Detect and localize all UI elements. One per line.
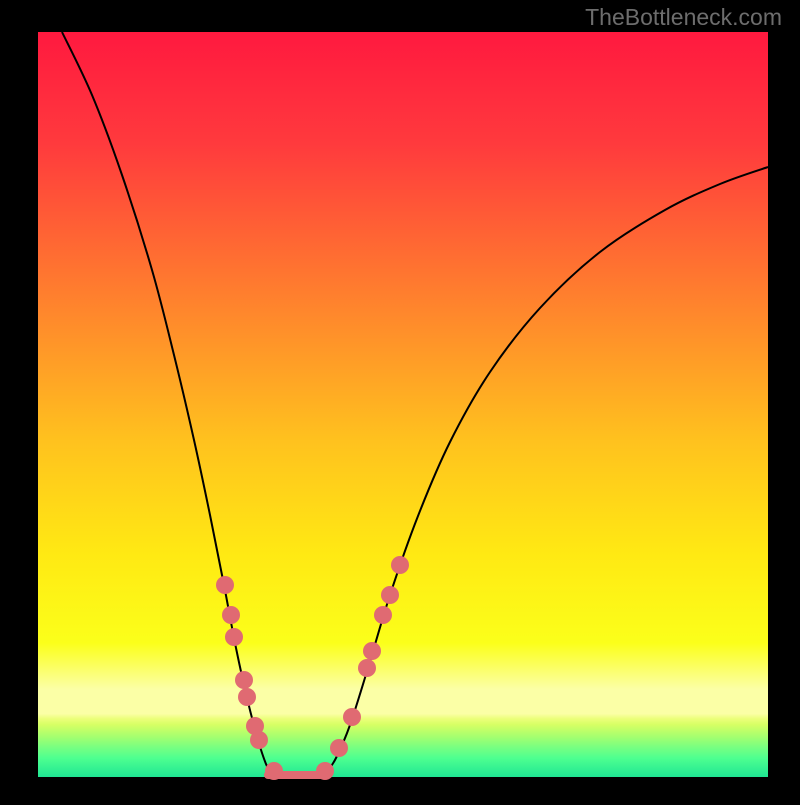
watermark-text: TheBottleneck.com <box>585 4 782 31</box>
plot-background <box>38 32 768 777</box>
chart-svg <box>0 0 800 800</box>
marker-point <box>330 739 348 757</box>
bottleneck-chart <box>0 0 800 800</box>
marker-point <box>265 762 283 780</box>
marker-point <box>316 762 334 780</box>
marker-point <box>238 688 256 706</box>
marker-point <box>363 642 381 660</box>
marker-point <box>358 659 376 677</box>
marker-point <box>235 671 253 689</box>
marker-point <box>250 731 268 749</box>
marker-point <box>222 606 240 624</box>
marker-point <box>343 708 361 726</box>
marker-point <box>374 606 392 624</box>
marker-point <box>381 586 399 604</box>
marker-point <box>225 628 243 646</box>
marker-point <box>216 576 234 594</box>
marker-point <box>391 556 409 574</box>
